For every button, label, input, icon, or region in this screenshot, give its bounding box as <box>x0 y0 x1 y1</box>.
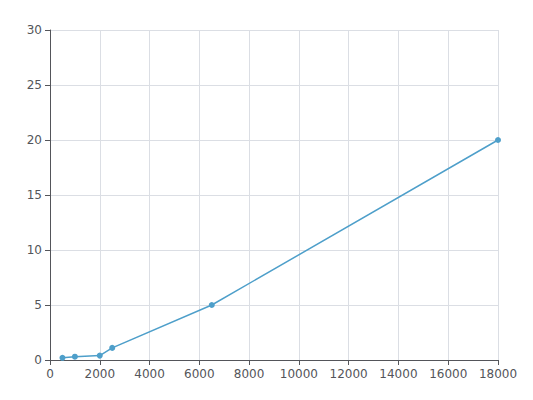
svg-text:0: 0 <box>46 367 54 381</box>
svg-text:8000: 8000 <box>234 367 265 381</box>
svg-text:14000: 14000 <box>379 367 417 381</box>
svg-text:2000: 2000 <box>85 367 116 381</box>
svg-text:4000: 4000 <box>134 367 165 381</box>
svg-text:10: 10 <box>27 243 42 257</box>
svg-text:10000: 10000 <box>280 367 318 381</box>
svg-text:16000: 16000 <box>429 367 467 381</box>
svg-text:0: 0 <box>34 353 42 367</box>
svg-text:12000: 12000 <box>330 367 368 381</box>
svg-text:18000: 18000 <box>479 367 517 381</box>
svg-text:5: 5 <box>34 298 42 312</box>
svg-text:15: 15 <box>27 188 42 202</box>
svg-text:25: 25 <box>27 78 42 92</box>
svg-text:20: 20 <box>27 133 42 147</box>
svg-text:30: 30 <box>27 23 42 37</box>
svg-text:6000: 6000 <box>184 367 215 381</box>
